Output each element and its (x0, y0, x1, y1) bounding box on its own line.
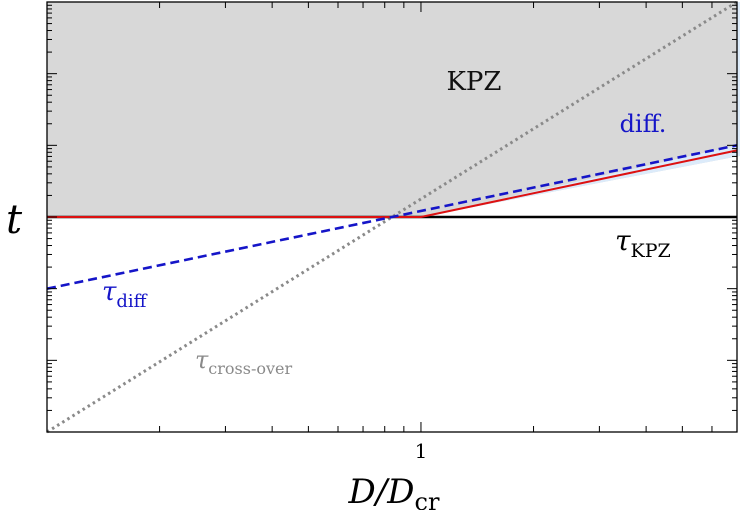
regions-layer (47, 2, 740, 217)
plot-frame (46, 1, 738, 433)
line-red (47, 149, 738, 218)
region-diff (420, 2, 740, 217)
series-label-tau-kpz: τKPZ (615, 224, 671, 262)
region-label-diff: diff. (620, 110, 667, 138)
ticks-layer: 1 (46, 1, 738, 463)
x-axis-label: D/Dcr (348, 472, 440, 510)
line-tau-diff (46, 144, 738, 290)
series-label-tau-diff: τdiff (102, 277, 148, 312)
region-label-kpz: KPZ (447, 67, 502, 97)
y-axis-label: t (6, 197, 23, 243)
x-tick-label: 1 (415, 439, 428, 463)
series-label-tau-crossover: τcross-over (195, 346, 292, 378)
lines-layer (46, 0, 738, 434)
region-kpz (47, 2, 740, 217)
